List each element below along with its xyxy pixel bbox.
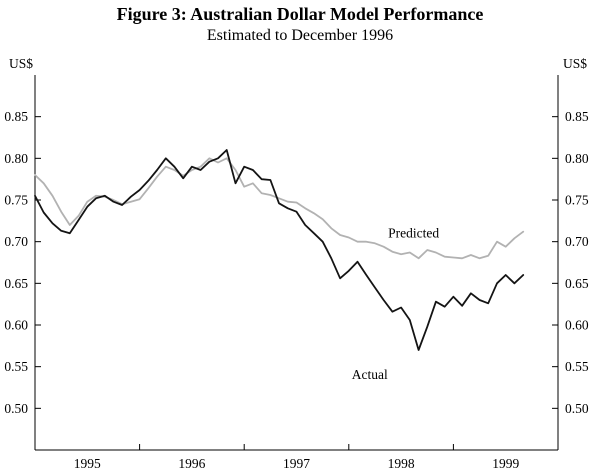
x-tick-label: 1997	[283, 456, 310, 471]
x-tick-label: 1995	[74, 456, 101, 471]
x-tick-label: 1998	[388, 456, 415, 471]
series-label-predicted: Predicted	[388, 226, 439, 241]
figure-subtitle: Estimated to December 1996	[206, 27, 394, 44]
y-tick-label-left: 0.85	[4, 109, 28, 124]
y-tick-label-right: 0.50	[565, 401, 589, 416]
y-tick-label-left: 0.50	[4, 401, 28, 416]
y-axis-unit-right: US$	[563, 56, 588, 71]
series-line-actual	[34, 149, 525, 351]
y-tick-label-left: 0.80	[4, 151, 28, 166]
y-tick-label-right: 0.55	[565, 359, 589, 374]
y-tick-label-left: 0.70	[4, 234, 28, 249]
y-tick-label-right: 0.80	[565, 151, 589, 166]
y-tick-label-right: 0.70	[565, 234, 589, 249]
x-tick-label: 1999	[492, 456, 519, 471]
y-tick-label-right: 0.85	[565, 109, 589, 124]
y-tick-label-left: 0.60	[4, 318, 28, 333]
y-tick-label-right: 0.75	[565, 193, 589, 208]
y-tick-label-left: 0.75	[4, 193, 28, 208]
y-tick-label-right: 0.60	[565, 318, 589, 333]
y-axis-unit-left: US$	[9, 56, 34, 71]
y-tick-label-left: 0.55	[4, 359, 28, 374]
y-tick-label-left: 0.65	[4, 276, 28, 291]
series-label-actual: Actual	[352, 367, 388, 382]
y-tick-label-right: 0.65	[565, 276, 589, 291]
figure-title: Figure 3: Australian Dollar Model Perfor…	[116, 4, 484, 24]
x-tick-label: 1996	[178, 456, 205, 471]
series-line-predicted	[34, 157, 525, 260]
